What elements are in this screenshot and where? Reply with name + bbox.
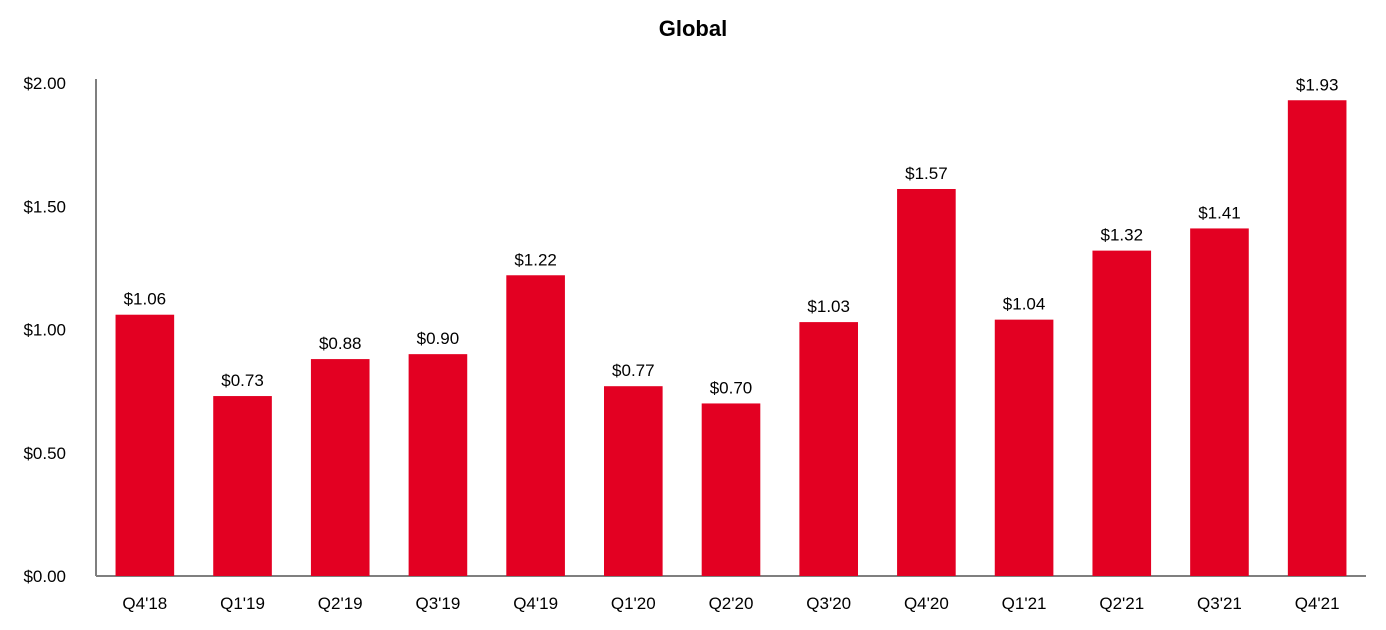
bar: [799, 322, 858, 576]
bar: [506, 275, 565, 576]
y-tick-label: $0.50: [23, 444, 66, 463]
bar: [213, 396, 272, 576]
y-tick-label: $2.00: [23, 74, 66, 93]
bar: [994, 319, 1054, 576]
y-axis-ticks: $0.00 $0.50 $1.00 $1.50 $2.00: [23, 74, 66, 586]
bar: [604, 386, 663, 576]
x-tick-label: Q2'21: [1099, 594, 1144, 613]
data-label: $0.88: [319, 334, 362, 353]
x-tick-label: Q1'19: [220, 594, 265, 613]
bar: [115, 314, 175, 576]
bars-group: [115, 100, 1347, 576]
chart-title: Global: [658, 16, 728, 41]
bar: [1287, 100, 1347, 576]
data-label: $1.03: [807, 297, 850, 316]
data-label: $1.32: [1100, 226, 1143, 245]
data-label: $0.77: [612, 361, 655, 380]
x-tick-label: Q4'19: [513, 594, 558, 613]
bar: [897, 188, 956, 576]
x-tick-label: Q4'18: [122, 594, 167, 613]
bar: [701, 403, 761, 576]
x-tick-label: Q1'20: [611, 594, 656, 613]
y-tick-label: $1.00: [23, 321, 66, 340]
data-label: $1.57: [905, 164, 948, 183]
x-axis-labels: Q4'18 Q1'19 Q2'19 Q3'19 Q4'19 Q1'20 Q2'20 Q3'20…: [122, 594, 1339, 613]
x-tick-label: Q2'19: [318, 594, 363, 613]
x-tick-label: Q3'20: [806, 594, 851, 613]
x-tick-label: Q1'21: [1002, 594, 1047, 613]
data-label: $0.90: [417, 329, 460, 348]
y-tick-label: $0.00: [23, 567, 66, 586]
x-tick-label: Q4'20: [904, 594, 949, 613]
data-label: $1.93: [1296, 75, 1339, 94]
bar: [408, 354, 468, 576]
data-label: $0.73: [221, 371, 264, 390]
x-tick-label: Q2'20: [709, 594, 754, 613]
bar: [1190, 228, 1249, 576]
y-tick-label: $1.50: [23, 197, 66, 216]
data-label: $0.70: [710, 378, 753, 397]
x-tick-label: Q4'21: [1295, 594, 1340, 613]
data-label: $1.41: [1198, 203, 1241, 222]
bar: [310, 359, 370, 576]
data-label: $1.04: [1003, 295, 1046, 314]
bar: [1092, 250, 1152, 576]
x-tick-label: Q3'19: [416, 594, 461, 613]
data-label: $1.22: [514, 250, 557, 269]
data-label: $1.06: [124, 290, 167, 309]
x-tick-label: Q3'21: [1197, 594, 1242, 613]
data-labels-group: $1.06 $0.73 $0.88 $0.90 $1.22 $0.77 $0.70 $1.03…: [124, 75, 1339, 397]
